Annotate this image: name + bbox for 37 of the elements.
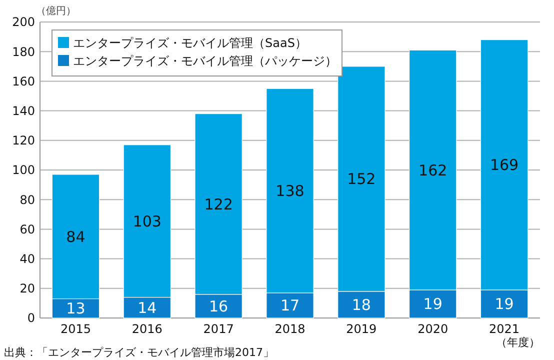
y-tick-label: 20: [20, 282, 35, 296]
data-label: 152: [347, 170, 376, 188]
data-label: 18: [352, 296, 371, 314]
data-label: 13: [66, 300, 86, 318]
y-tick-label: 140: [12, 104, 35, 118]
x-tick-label: 2017: [203, 322, 234, 336]
data-label: 19: [494, 295, 514, 314]
data-label: 14: [138, 298, 157, 317]
y-tick-label: 160: [12, 74, 35, 88]
data-label: 19: [423, 295, 442, 314]
x-tick-label: 2021: [489, 322, 520, 336]
y-tick-label: 100: [12, 163, 35, 178]
y-tick-label: 0: [27, 311, 35, 326]
data-label: 17: [280, 296, 300, 315]
y-tick-label: 60: [20, 222, 35, 236]
x-tick-label: 2018: [274, 322, 306, 336]
data-label: 138: [276, 182, 304, 200]
x-tick-label: 2019: [346, 322, 377, 336]
data-label: 103: [132, 212, 162, 230]
x-tick-label: 2015: [60, 322, 91, 336]
source-note: 出典：「エンタープライズ・モバイル管理市場2017」: [4, 346, 274, 359]
data-label: 162: [418, 161, 448, 180]
y-tick-label: 40: [20, 252, 35, 266]
y-axis-title: （億円）: [36, 5, 76, 17]
x-axis-title: （年度）: [496, 336, 540, 349]
x-tick-label: 2020: [418, 322, 448, 336]
x-tick-label: 2016: [132, 322, 162, 336]
y-tick-label: 200: [12, 15, 35, 30]
y-tick-label: 80: [20, 192, 35, 207]
y-tick-label: 120: [12, 134, 35, 148]
y-tick-label: 180: [12, 44, 35, 59]
data-label: 16: [209, 297, 228, 316]
data-label: 84: [66, 228, 86, 246]
legend-label: エンタープライズ・モバイル管理（パッケージ）: [73, 54, 337, 68]
data-label: 122: [204, 195, 233, 214]
data-label: 169: [490, 156, 519, 174]
legend-label: エンタープライズ・モバイル管理（SaaS）: [73, 36, 307, 50]
